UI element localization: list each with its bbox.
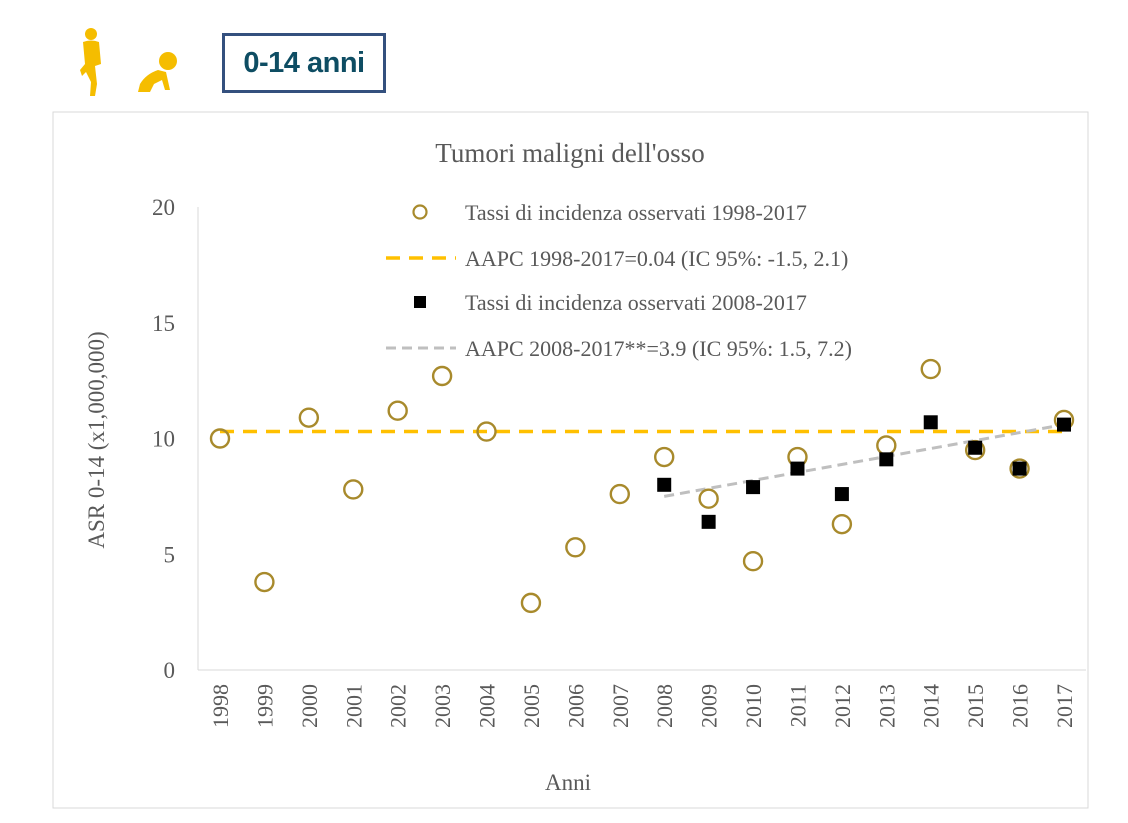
x-tick-label: 2015	[963, 684, 988, 728]
y-tick-label: 15	[152, 311, 175, 336]
x-tick-label: 2014	[919, 684, 944, 728]
trend-line-2008-2017	[663, 423, 1065, 498]
x-tick-label: 2004	[475, 684, 500, 728]
data-point-circle	[1009, 458, 1030, 479]
x-tick-label: 2016	[1008, 684, 1033, 728]
data-point-circle	[254, 571, 275, 593]
data-point-square	[790, 461, 805, 476]
data-point-circle	[920, 358, 941, 380]
x-tick-label: 1999	[252, 684, 277, 728]
legend-label: AAPC 2008-2017**=3.9 (IC 95%: 1.5, 7.2)	[465, 336, 852, 361]
x-tick-label: 1998	[208, 684, 233, 728]
legend-open-circle-marker	[412, 204, 428, 220]
x-tick-label: 2012	[830, 684, 855, 728]
x-tick-label: 2000	[297, 684, 322, 728]
chart-frame	[52, 111, 1089, 809]
data-point-square	[968, 440, 983, 455]
data-point-circle	[209, 428, 231, 449]
x-tick-label: 2006	[563, 684, 588, 728]
legend-label: AAPC 1998-2017=0.04 (IC 95%: -1.5, 2.1)	[465, 246, 848, 271]
x-tick-label: 2002	[386, 684, 411, 728]
data-point-square	[1057, 417, 1071, 432]
data-point-circle	[565, 537, 586, 558]
data-point-square	[923, 415, 938, 430]
data-point-circle	[609, 483, 630, 505]
data-point-circle	[343, 479, 364, 500]
data-point-square	[834, 487, 849, 502]
y-tick-label: 10	[152, 427, 175, 452]
legend-square-marker	[414, 296, 426, 308]
y-axis-label: ASR 0-14 (x1,000,000)	[84, 331, 109, 548]
x-tick-label: 2003	[430, 684, 455, 728]
chart-title: Tumori maligni dell'osso	[435, 138, 704, 168]
data-point-circle	[520, 592, 542, 614]
y-tick-label: 20	[152, 195, 175, 220]
x-tick-label: 2008	[652, 684, 677, 728]
data-point-circle	[476, 421, 497, 442]
x-axis-label: Anni	[545, 770, 591, 795]
x-tick-label: 2001	[341, 684, 366, 728]
data-point-circle	[298, 407, 320, 428]
data-point-square	[1012, 461, 1027, 476]
x-tick-label: 2013	[874, 684, 899, 728]
legend-label: Tassi di incidenza osservati 2008-2017	[465, 290, 807, 315]
x-tick-label: 2010	[741, 684, 766, 728]
data-point-circle	[431, 365, 453, 387]
data-point-square	[746, 480, 761, 495]
x-tick-label: 2005	[519, 684, 544, 728]
x-tick-label: 2009	[697, 684, 722, 728]
data-point-circle	[387, 400, 408, 421]
data-point-square	[879, 452, 894, 467]
x-tick-label: 2011	[785, 684, 810, 727]
baby-crawling-icon	[136, 48, 182, 99]
x-tick-label: 2017	[1052, 684, 1077, 728]
data-point-square	[701, 514, 716, 529]
data-point-circle	[654, 446, 675, 468]
child-standing-icon	[76, 26, 106, 103]
age-group-badge: 0-14 anni	[222, 33, 386, 93]
data-point-circle	[742, 550, 764, 572]
legend-label: Tassi di incidenza osservati 1998-2017	[465, 200, 807, 225]
data-point-circle	[698, 488, 719, 509]
x-tick-label: 2007	[608, 684, 633, 728]
y-tick-label: 5	[164, 542, 176, 567]
data-point-circle	[831, 513, 853, 535]
data-point-square	[657, 477, 672, 492]
y-tick-label: 0	[164, 658, 176, 683]
